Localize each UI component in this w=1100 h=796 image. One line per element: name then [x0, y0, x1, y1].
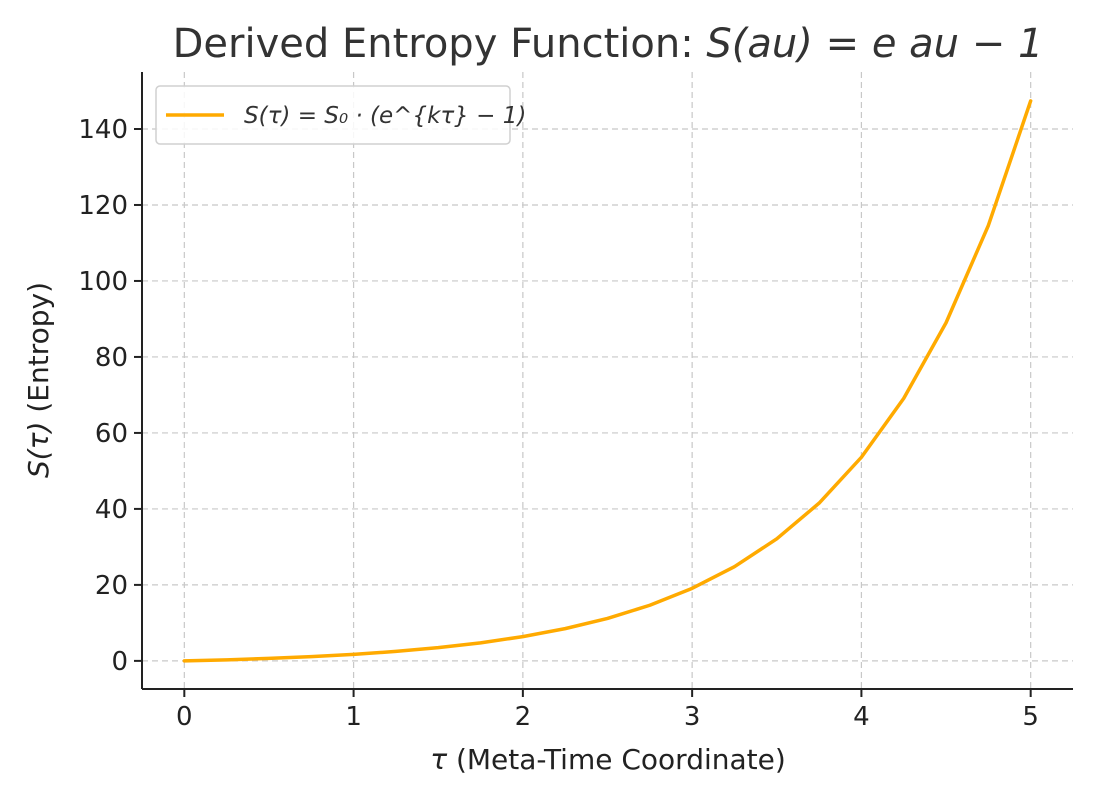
x-axis-label-text: (Meta-Time Coordinate) [447, 743, 786, 776]
x-tick-label: 2 [515, 702, 532, 732]
grid-lines [142, 72, 1073, 689]
y-axis-label-math: S(τ) [22, 422, 55, 478]
axis-ticks: 0 1 2 3 4 5 0 20 40 60 80 100 120 140 [78, 115, 1039, 732]
x-tick-label: 3 [684, 702, 701, 732]
legend-entry: S(τ) = S₀ · (e^{kτ} − 1) [244, 103, 526, 129]
chart-title: Derived Entropy Function: S(au) = e au −… [173, 21, 1044, 67]
series-line-0 [182, 99, 1033, 663]
chart-title-math: S(au) = e au − 1 [706, 21, 1043, 67]
series-layer [182, 99, 1033, 663]
legend: S(τ) = S₀ · (e^{kτ} − 1) [155, 85, 526, 145]
x-tick-label: 5 [1022, 702, 1039, 732]
y-axis-label-text: (Entropy) [22, 282, 55, 422]
y-tick-label: 20 [95, 571, 128, 601]
x-tick-label: 0 [176, 702, 193, 732]
legend-frame [155, 85, 511, 145]
y-tick-label: 100 [78, 267, 128, 297]
y-tick-label: 0 [111, 647, 128, 677]
x-tick-label: 1 [345, 702, 362, 732]
chart-title-plain: Derived Entropy Function: [173, 21, 707, 67]
y-tick-label: 80 [95, 343, 128, 373]
axis-spines [141, 72, 1073, 690]
y-tick-label: 120 [78, 191, 128, 221]
x-axis-label-symbol: τ [430, 743, 447, 776]
x-tick-label: 4 [853, 702, 870, 732]
y-tick-label: 140 [78, 115, 128, 145]
y-axis-label: S(τ) (Entropy) [22, 282, 55, 478]
y-tick-label: 60 [95, 419, 128, 449]
x-axis-label: τ (Meta-Time Coordinate) [430, 743, 786, 776]
y-tick-label: 40 [95, 495, 128, 525]
